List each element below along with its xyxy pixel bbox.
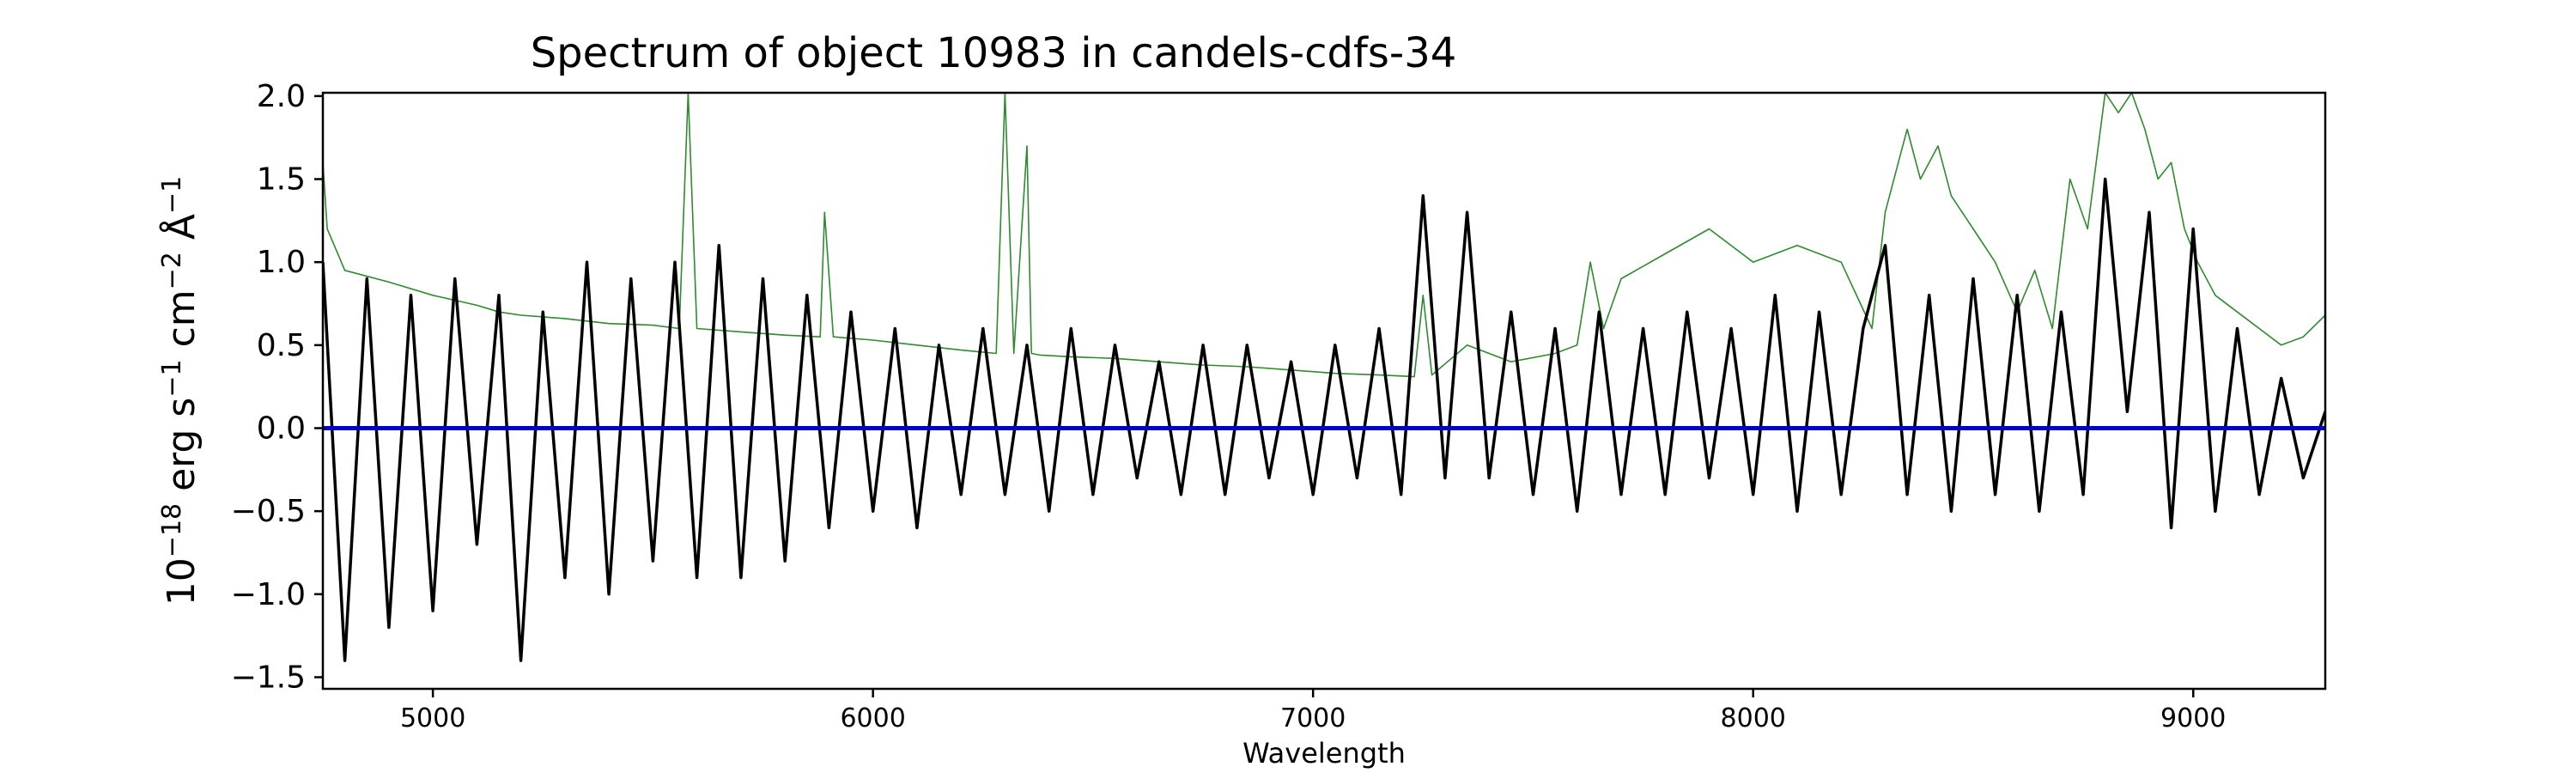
y-axis-label-unit2: cm (160, 289, 204, 359)
y-tick-label: −1.5 (231, 660, 306, 695)
y-axis-label-prefix: 10 (160, 557, 204, 606)
y-axis-label-unit3: Å (158, 214, 204, 252)
y-tick-label: 0.5 (257, 328, 306, 363)
y-axis-label: 10−18 erg s−1 cm−2 Å−1 (157, 176, 204, 606)
x-axis-label: Wavelength (1242, 737, 1406, 770)
y-tick-label: 0.0 (257, 411, 306, 446)
plot-frame (321, 91, 2327, 691)
x-axis: 5000 6000 7000 8000 9000 (400, 689, 2226, 733)
x-tick-label: 7000 (1280, 703, 1346, 733)
y-tick-label: 1.0 (257, 245, 306, 280)
y-axis-label-unit3-exp: −1 (157, 176, 187, 214)
chart-title: Spectrum of object 10983 in candels-cdfs… (531, 29, 1457, 77)
series-line-1 (323, 93, 2325, 378)
x-tick-label: 6000 (840, 703, 905, 733)
x-tick-label: 5000 (400, 703, 465, 733)
y-tick-label: 2.0 (257, 79, 306, 114)
y-tick-label: 1.5 (257, 162, 306, 198)
x-tick-label: 9000 (2160, 703, 2226, 733)
y-axis-label-unit2-exp: −2 (157, 252, 187, 289)
y-tick-label: −0.5 (231, 494, 306, 529)
y-tick-label: −1.0 (231, 577, 306, 612)
plot-area (321, 91, 2327, 691)
y-axis-label-unit1-exp: −1 (157, 359, 187, 397)
y-axis-label-prefix-exp: −18 (157, 503, 187, 557)
series-line-0 (323, 177, 2325, 662)
y-axis: −1.5 −1.0 −0.5 0.0 0.5 1.0 1.5 2.0 (231, 79, 323, 695)
y-axis-label-unit1: erg s (160, 398, 204, 503)
series-layer (323, 93, 2325, 662)
x-tick-label: 8000 (1721, 703, 1786, 733)
